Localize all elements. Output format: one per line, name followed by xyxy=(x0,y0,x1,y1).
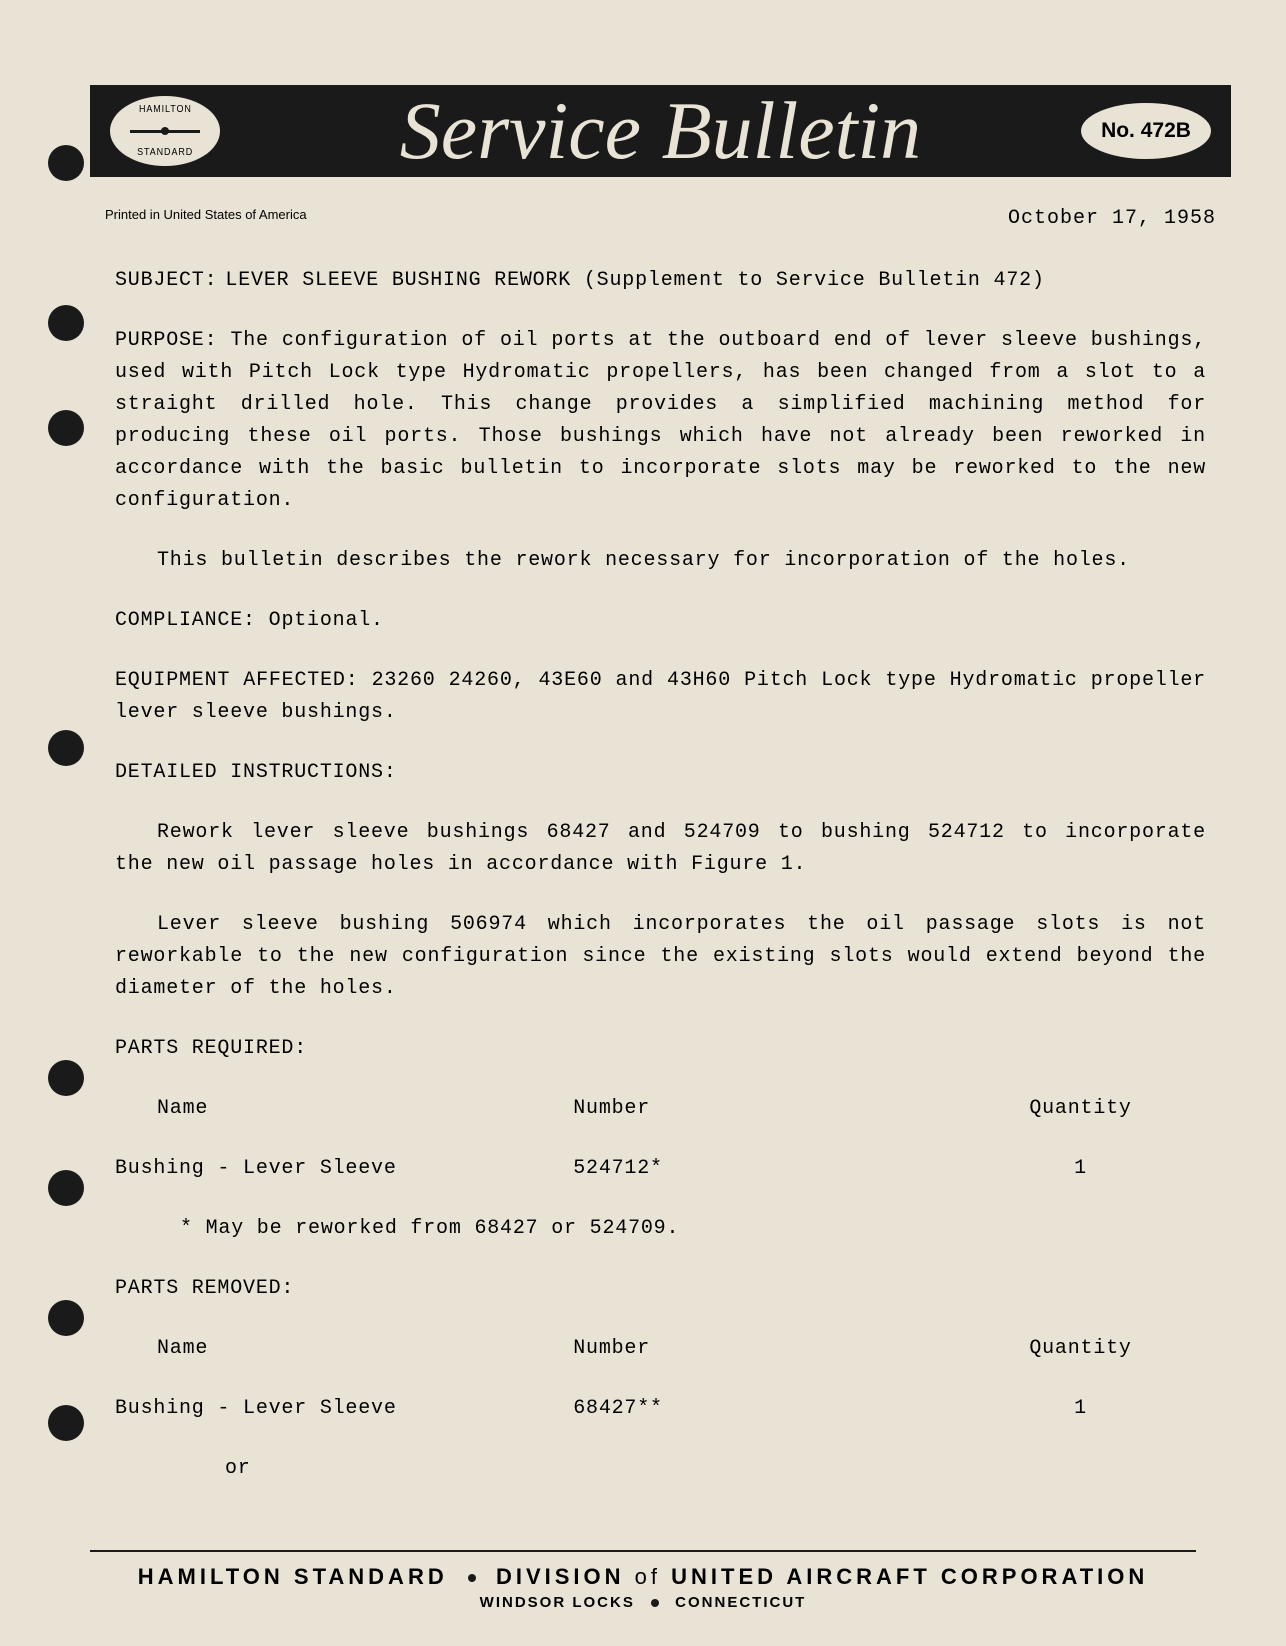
parts-required-footnote: * May be reworked from 68427 or 524709. xyxy=(115,1213,1206,1245)
footer-division: DIVISION xyxy=(496,1564,625,1589)
table-row: Bushing - Lever Sleeve 524712* 1 xyxy=(115,1153,1206,1185)
document-body: SUBJECT: LEVER SLEEVE BUSHING REWORK (Su… xyxy=(90,230,1231,1485)
purpose-paragraph: PURPOSE: The configuration of oil ports … xyxy=(115,325,1206,517)
col-quantity-header: Quantity xyxy=(955,1333,1206,1365)
or-text: or xyxy=(115,1453,1206,1485)
document-date: October 17, 1958 xyxy=(1008,207,1216,230)
footer-company1: HAMILTON STANDARD xyxy=(138,1564,448,1589)
punch-hole xyxy=(48,1300,84,1336)
bulletin-number: No. 472B xyxy=(1081,103,1211,159)
instructions-para-2: Lever sleeve bushing 506974 which incorp… xyxy=(115,909,1206,1005)
footer-state: CONNECTICUT xyxy=(675,1594,806,1611)
col-name-header: Name xyxy=(115,1093,573,1125)
subject-label: SUBJECT: xyxy=(115,265,225,297)
instructions-heading: DETAILED INSTRUCTIONS: xyxy=(115,757,1206,789)
header-banner: HAMILTON STANDARD Service Bulletin No. 4… xyxy=(90,85,1231,177)
parts-required-heading: PARTS REQUIRED: xyxy=(115,1033,1206,1065)
compliance-text: Optional. xyxy=(269,609,384,632)
col-number-header: Number xyxy=(573,1333,955,1365)
part-name: Bushing - Lever Sleeve xyxy=(115,1393,573,1425)
purpose-paragraph-2: This bulletin describes the rework neces… xyxy=(115,545,1206,577)
col-number-header: Number xyxy=(573,1093,955,1125)
instructions-para-1: Rework lever sleeve bushings 68427 and 5… xyxy=(115,817,1206,881)
compliance-paragraph: COMPLIANCE: Optional. xyxy=(115,605,1206,637)
punch-hole xyxy=(48,305,84,341)
parts-required-table: Name Number Quantity Bushing - Lever Sle… xyxy=(115,1093,1206,1185)
subject-block: SUBJECT: LEVER SLEEVE BUSHING REWORK (Su… xyxy=(115,265,1206,297)
parts-removed-heading: PARTS REMOVED: xyxy=(115,1273,1206,1305)
printed-in-text: Printed in United States of America xyxy=(105,207,307,230)
subject-text: LEVER SLEEVE BUSHING REWORK (Supplement … xyxy=(225,265,1044,297)
footer: HAMILTON STANDARD DIVISION of UNITED AIR… xyxy=(0,1550,1286,1611)
punch-hole xyxy=(48,730,84,766)
logo-text-top: HAMILTON xyxy=(139,104,192,115)
col-quantity-header: Quantity xyxy=(955,1093,1206,1125)
logo-text-bottom: STANDARD xyxy=(137,147,193,158)
punch-hole xyxy=(48,145,84,181)
punch-hole xyxy=(48,1170,84,1206)
footer-company-line: HAMILTON STANDARD DIVISION of UNITED AIR… xyxy=(0,1564,1286,1590)
table-header-row: Name Number Quantity xyxy=(115,1333,1206,1365)
meta-line: Printed in United States of America Octo… xyxy=(90,207,1231,230)
part-quantity: 1 xyxy=(955,1153,1206,1185)
parts-removed-table: Name Number Quantity Bushing - Lever Sle… xyxy=(115,1333,1206,1425)
part-number: 524712* xyxy=(573,1153,955,1185)
equipment-label: EQUIPMENT AFFECTED: xyxy=(115,669,359,692)
equipment-paragraph: EQUIPMENT AFFECTED: 23260 24260, 43E60 a… xyxy=(115,665,1206,729)
footer-company2: UNITED AIRCRAFT CORPORATION xyxy=(671,1564,1148,1589)
bulletin-title: Service Bulletin xyxy=(220,85,1081,177)
footer-divider xyxy=(90,1550,1196,1552)
bullet-icon xyxy=(468,1574,476,1582)
punch-hole xyxy=(48,1405,84,1441)
table-header-row: Name Number Quantity xyxy=(115,1093,1206,1125)
footer-location: WINDSOR LOCKS xyxy=(480,1594,635,1611)
punch-hole xyxy=(48,1060,84,1096)
punch-hole xyxy=(48,410,84,446)
purpose-text: The configuration of oil ports at the ou… xyxy=(115,329,1206,512)
footer-location-line: WINDSOR LOCKS CONNECTICUT xyxy=(0,1594,1286,1611)
compliance-label: COMPLIANCE: xyxy=(115,609,256,632)
bullet-icon xyxy=(651,1599,659,1607)
table-row: Bushing - Lever Sleeve 68427** 1 xyxy=(115,1393,1206,1425)
hamilton-standard-logo: HAMILTON STANDARD xyxy=(110,96,220,166)
part-number: 68427** xyxy=(573,1393,955,1425)
part-quantity: 1 xyxy=(955,1393,1206,1425)
propeller-icon xyxy=(130,130,200,133)
col-name-header: Name xyxy=(115,1333,573,1365)
part-name: Bushing - Lever Sleeve xyxy=(115,1153,573,1185)
purpose-label: PURPOSE: xyxy=(115,329,217,352)
footer-of: of xyxy=(635,1564,661,1589)
